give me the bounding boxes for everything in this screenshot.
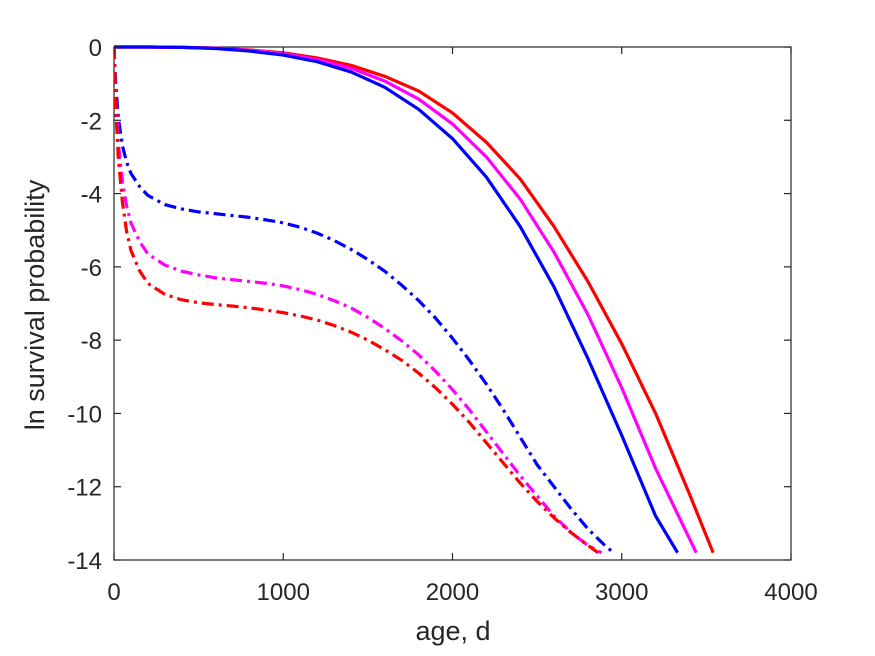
y-tick-label: -4 [81,182,102,209]
series-layer [114,45,715,555]
y-axis-title: ln survival probability [20,179,50,430]
series-line-4-dashdot [114,46,615,554]
y-tick-label: -14 [67,548,102,575]
y-tick-label: -6 [81,255,102,282]
x-tick-label: 3000 [595,579,648,606]
y-tick-label: -12 [67,475,102,502]
x-axis-title: age, d [415,616,490,646]
x-axis: 0 1000 2000 3000 4000 [107,47,818,606]
series-line-3-solid [114,45,679,554]
y-tick-label: 0 [89,35,102,62]
x-tick-label: 0 [107,579,120,606]
y-tick-label: -10 [67,401,102,428]
series-line-2-solid [114,45,698,554]
x-tick-label: 1000 [257,579,310,606]
x-tick-label: 4000 [764,579,817,606]
series-line-1-solid [114,45,715,554]
y-tick-label: -2 [81,108,102,135]
y-axis: 0 -2 -4 -6 -8 -10 -12 -14 [67,35,791,575]
y-tick-label: -8 [81,328,102,355]
series-line-6-dashdot [114,46,599,554]
x-tick-label: 2000 [426,579,479,606]
